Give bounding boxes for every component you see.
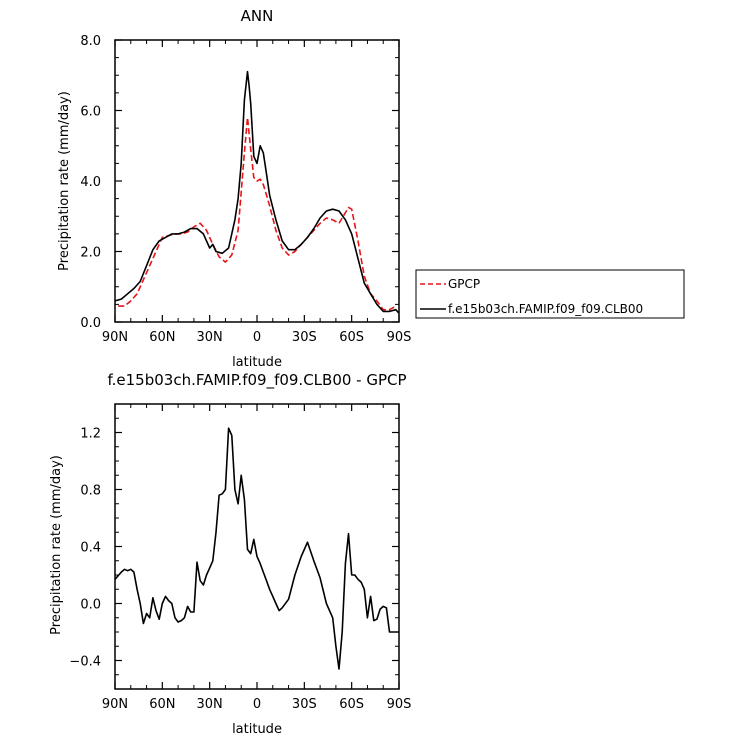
panel2-xtick-label: 60S <box>339 697 364 712</box>
panel1-ylabel: Precipitation rate (mm/day) <box>57 91 72 271</box>
panel1-xtick-label: 60S <box>339 330 364 345</box>
panel1-ytick-label: 6.0 <box>80 105 101 120</box>
panel2-xtick-label: 60N <box>149 697 175 712</box>
panel1-ytick-label: 0.0 <box>80 316 101 331</box>
panel2-ticks <box>114 403 400 690</box>
panel2-ylabel: Precipitation rate (mm/day) <box>49 455 64 635</box>
panel1-xtick-label: 90N <box>102 330 128 345</box>
panel2-series-line-0 <box>114 427 399 670</box>
panel1-ytick-label: 8.0 <box>80 34 101 49</box>
panel2-ytick-label: 1.2 <box>80 427 101 442</box>
panel-annual-mean: ANN Precipitation rate (mm/day) latitude… <box>57 7 411 370</box>
panel1-series <box>114 70 400 314</box>
panel1-xlabel: latitude <box>232 355 282 370</box>
panel2-ytick-label: −0.4 <box>69 655 101 670</box>
panel1-xtick-label: 0 <box>253 330 261 345</box>
panel2-xtick-label: 30S <box>292 697 317 712</box>
panel2-ytick-label: 0.8 <box>80 484 101 499</box>
panel1-series-line-0 <box>118 116 397 311</box>
panel2-xlabel: latitude <box>232 722 282 737</box>
panel-difference: f.e15b03ch.FAMIP.f09_f09.CLB00 - GPCP Pr… <box>49 371 411 737</box>
panel1-xtick-label: 60N <box>149 330 175 345</box>
legend-label-model: f.e15b03ch.FAMIP.f09_f09.CLB00 <box>448 302 643 316</box>
panel2-title: f.e15b03ch.FAMIP.f09_f09.CLB00 - GPCP <box>107 371 406 390</box>
panel1-tick-labels: 90N 60N 30N 0 30S 60S 90S 0.0 2.0 4.0 6.0 8.0 <box>80 34 411 345</box>
panel2-ytick-label: 0.4 <box>80 541 101 556</box>
panel1-title: ANN <box>241 7 274 25</box>
legend: GPCP f.e15b03ch.FAMIP.f09_f09.CLB00 <box>415 269 685 319</box>
panel2-xtick-label: 0 <box>253 697 261 712</box>
panel1-xtick-label: 30N <box>197 330 223 345</box>
panel2-frame <box>114 403 400 690</box>
panel2-tick-labels: 90N 60N 30N 0 30S 60S 90S −0.4 0.0 0.4 0.8 1.2 <box>69 427 411 713</box>
panel2-xtick-label: 90N <box>102 697 128 712</box>
panel1-frame <box>114 39 400 323</box>
panel1-xtick-label: 90S <box>387 330 412 345</box>
panel1-xtick-label: 30S <box>292 330 317 345</box>
panel1-series-line-1 <box>114 70 400 314</box>
legend-box <box>415 269 685 319</box>
panel2-series <box>114 427 399 670</box>
legend-label-gpcp: GPCP <box>448 277 480 291</box>
panel2-ytick-label: 0.0 <box>80 598 101 613</box>
panel1-ytick-label: 2.0 <box>80 246 101 261</box>
panel2-xtick-label: 90S <box>387 697 412 712</box>
panel2-xtick-label: 30N <box>197 697 223 712</box>
panel1-ytick-label: 4.0 <box>80 175 101 190</box>
